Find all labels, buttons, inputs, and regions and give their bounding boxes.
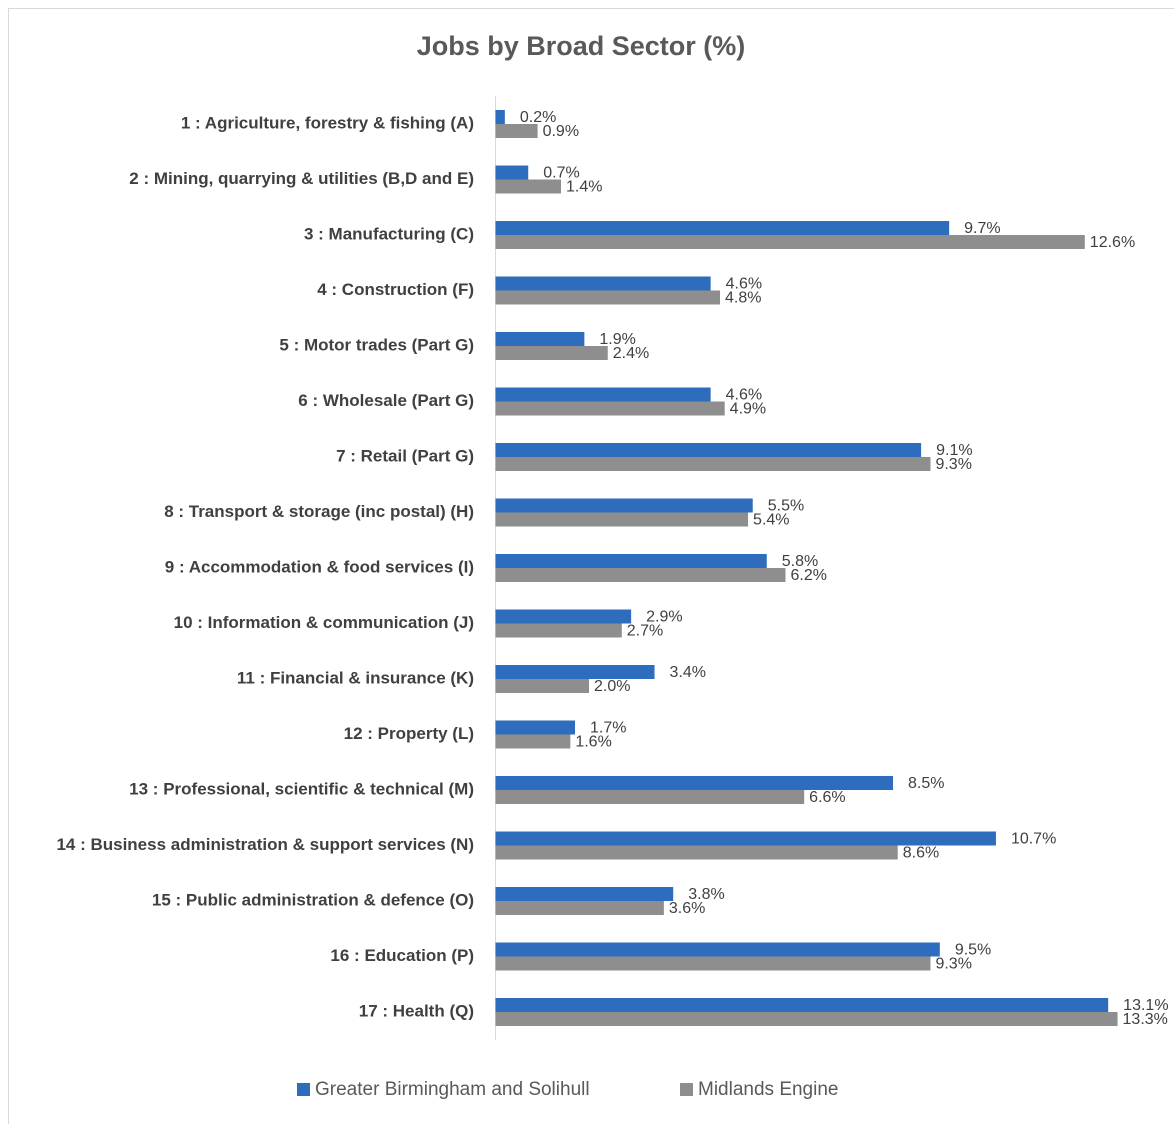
bar <box>495 124 538 138</box>
value-label: 3.4% <box>670 664 706 681</box>
value-label: 13.1% <box>1123 997 1168 1014</box>
bar <box>495 734 571 749</box>
value-label: 3.6% <box>669 900 705 917</box>
value-label: 2.7% <box>627 623 663 640</box>
bar <box>495 665 655 679</box>
value-label: 1.7% <box>590 720 626 737</box>
bar <box>495 235 1085 249</box>
bar <box>495 679 590 693</box>
bar <box>495 901 664 915</box>
value-label: 2.9% <box>646 609 682 626</box>
bar <box>495 942 940 957</box>
bar <box>495 332 585 346</box>
bar <box>495 512 749 527</box>
bar <box>495 609 632 624</box>
bar <box>495 568 786 582</box>
value-label: 10.7% <box>1011 831 1056 848</box>
category-label: 1 : Agriculture, forestry & fishing (A) <box>181 113 474 132</box>
bar <box>495 790 805 804</box>
value-label: 12.6% <box>1090 234 1135 251</box>
legend-label: Midlands Engine <box>698 1079 838 1100</box>
value-label: 9.7% <box>964 220 1000 237</box>
category-label: 13 : Professional, scientific & technica… <box>129 779 474 798</box>
bar <box>495 554 767 568</box>
category-label: 3 : Manufacturing (C) <box>304 224 474 243</box>
value-label: 0.7% <box>543 165 579 182</box>
category-label: 14 : Business administration & support s… <box>56 835 474 854</box>
category-label: 17 : Health (Q) <box>359 1001 474 1020</box>
value-label: 2.4% <box>613 345 649 362</box>
value-label: 4.9% <box>730 401 766 418</box>
category-label: 9 : Accommodation & food services (I) <box>165 557 474 576</box>
value-label: 4.6% <box>726 387 762 404</box>
category-label: 16 : Education (P) <box>330 946 474 965</box>
value-label: 13.3% <box>1123 1011 1168 1028</box>
value-label: 9.3% <box>935 456 971 473</box>
category-label: 5 : Motor trades (Part G) <box>279 335 474 354</box>
category-label: 12 : Property (L) <box>344 724 474 743</box>
bar <box>495 776 894 790</box>
value-label: 5.5% <box>768 498 804 515</box>
category-label: 10 : Information & communication (J) <box>174 613 474 632</box>
legend-swatch <box>297 1083 310 1096</box>
category-label: 15 : Public administration & defence (O) <box>152 890 474 909</box>
value-label: 1.6% <box>575 734 611 751</box>
category-label: 7 : Retail (Part G) <box>336 446 474 465</box>
bar <box>495 221 950 235</box>
bar <box>495 887 674 901</box>
value-label: 4.6% <box>726 276 762 293</box>
bar <box>495 956 931 971</box>
category-label: 2 : Mining, quarrying & utilities (B,D a… <box>129 169 474 188</box>
value-label: 6.6% <box>809 789 845 806</box>
legend-label: Greater Birmingham and Solihull <box>315 1079 590 1100</box>
category-label: 8 : Transport & storage (inc postal) (H) <box>164 502 474 521</box>
bar <box>495 179 561 194</box>
bar <box>495 290 720 305</box>
value-label: 2.0% <box>594 678 630 695</box>
legend-swatch <box>680 1083 693 1096</box>
bar <box>495 387 711 402</box>
bar <box>495 831 996 846</box>
bar <box>495 998 1109 1012</box>
bar <box>495 346 608 360</box>
value-label: 9.3% <box>935 956 971 973</box>
chart-title: Jobs by Broad Sector (%) <box>417 31 746 61</box>
value-label: 8.6% <box>903 845 939 862</box>
category-label: 6 : Wholesale (Part G) <box>298 391 474 410</box>
value-label: 1.4% <box>566 179 602 196</box>
value-label: 0.9% <box>543 123 579 140</box>
bar <box>495 1012 1118 1026</box>
value-label: 1.9% <box>599 331 635 348</box>
bar <box>495 110 505 124</box>
value-label: 9.5% <box>955 942 991 959</box>
value-label: 4.8% <box>725 290 761 307</box>
bar <box>495 457 931 471</box>
value-label: 3.8% <box>688 886 724 903</box>
bar <box>495 720 576 735</box>
value-label: 0.2% <box>520 109 556 126</box>
bar <box>495 401 725 416</box>
value-label: 5.8% <box>782 553 818 570</box>
value-label: 6.2% <box>790 567 826 584</box>
bar <box>495 623 622 638</box>
value-label: 9.1% <box>936 442 972 459</box>
bar <box>495 498 753 513</box>
value-label: 8.5% <box>908 775 944 792</box>
bar <box>495 276 711 291</box>
value-label: 5.4% <box>753 512 789 529</box>
category-label: 11 : Financial & insurance (K) <box>237 668 474 687</box>
bar <box>495 845 898 860</box>
category-label: 4 : Construction (F) <box>317 280 474 299</box>
bar <box>495 443 922 457</box>
bar <box>495 165 529 180</box>
